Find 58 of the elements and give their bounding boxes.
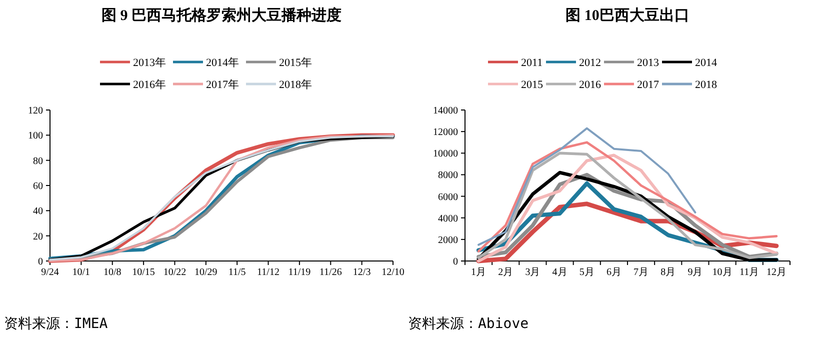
y-tick-label: 100 <box>28 130 43 142</box>
legend-label: 2012 <box>579 57 601 69</box>
legend-label: 2018年 <box>279 79 312 91</box>
y-tick-label: 60 <box>33 181 43 192</box>
x-tick-label: 12/10 <box>382 267 404 278</box>
y-tick-label: 0 <box>38 256 43 268</box>
x-tick-label: 7月 <box>634 267 649 278</box>
x-tick-label: 10/15 <box>132 267 155 278</box>
y-tick-label: 2000 <box>438 234 458 246</box>
y-tick-label: 6000 <box>438 192 458 203</box>
legend-label: 2017年 <box>206 79 239 91</box>
y-tick-label: 14000 <box>433 106 458 116</box>
x-tick-label: 1月 <box>471 267 486 278</box>
y-tick-label: 10000 <box>433 148 458 160</box>
x-tick-label: 11/26 <box>319 267 342 278</box>
x-tick-label: 11月 <box>740 267 760 278</box>
x-tick-label: 4月 <box>552 267 568 278</box>
x-tick-label: 12/3 <box>352 267 371 278</box>
legend-label: 2018 <box>695 79 718 91</box>
x-tick-label: 10/29 <box>194 267 218 278</box>
legend-label: 2015 <box>521 79 544 91</box>
x-tick-label: 11/19 <box>288 267 311 278</box>
y-tick-label: 40 <box>33 206 43 218</box>
legend-label: 2013 <box>637 57 660 69</box>
legend-label: 2015年 <box>279 57 312 69</box>
y-tick-label: 0 <box>453 256 458 268</box>
legend-label: 2017 <box>637 79 660 91</box>
legend-label: 2014 <box>695 57 718 69</box>
line-series <box>478 127 696 246</box>
x-tick-label: 10/8 <box>103 267 122 278</box>
x-tick-label: 12月 <box>766 267 786 278</box>
y-tick-label: 8000 <box>438 170 458 182</box>
x-tick-label: 9月 <box>688 267 703 278</box>
x-tick-label: 11/12 <box>257 267 280 278</box>
y-tick-label: 4000 <box>438 213 458 224</box>
legend-label: 2013年 <box>133 57 166 69</box>
y-tick-label: 12000 <box>433 127 458 138</box>
legend-label: 2014年 <box>206 57 239 69</box>
x-tick-label: 9/24 <box>41 267 59 278</box>
chart-title: 图 10巴西大豆出口 <box>566 7 690 24</box>
x-tick-label: 10/1 <box>72 267 90 278</box>
x-tick-label: 3月 <box>525 267 540 278</box>
x-tick-label: 10月 <box>712 267 732 278</box>
x-tick-label: 5月 <box>579 267 594 278</box>
x-tick-label: 8月 <box>660 267 676 278</box>
legend-label: 2016 <box>579 79 602 91</box>
text: 资料来源：Abiove <box>408 316 529 332</box>
x-tick-label: 10/22 <box>163 267 186 278</box>
x-tick-label: 6月 <box>606 267 622 278</box>
text: 资料来源：IMEA <box>4 316 108 332</box>
y-tick-label: 80 <box>33 156 43 167</box>
legend-label: 2016年 <box>133 79 166 91</box>
x-tick-label: 11/5 <box>228 267 246 278</box>
x-tick-label: 2月 <box>498 267 514 278</box>
chart-title: 图 9 巴西马托格罗索州大豆播种进度 <box>102 6 342 24</box>
legend-label: 2011 <box>521 57 543 69</box>
y-tick-label: 20 <box>33 231 43 242</box>
y-tick-label: 120 <box>28 106 43 116</box>
